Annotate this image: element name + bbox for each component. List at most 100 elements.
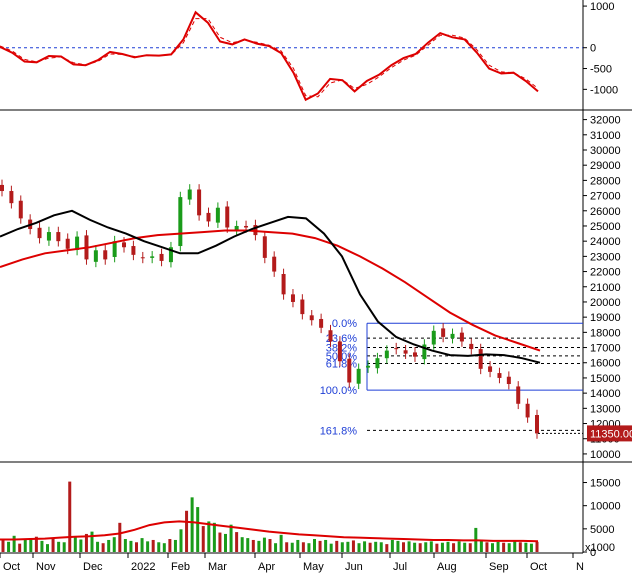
volume-bar — [218, 532, 222, 552]
volume-bar — [468, 543, 472, 552]
volume-bar — [162, 543, 166, 552]
volume-bar — [212, 522, 216, 552]
price-candle — [150, 256, 155, 258]
oscillator-line — [0, 10, 539, 102]
volume-bar — [129, 540, 133, 552]
volume-bar — [507, 543, 511, 552]
price-candle — [525, 403, 530, 418]
price-candle — [535, 415, 539, 434]
oscillator-y-tick-label: 0 — [590, 43, 596, 55]
price-panel: 0.0%23.6%38.2%50.0%61.8%100.0%161.8%3200… — [0, 115, 632, 461]
volume-bar — [73, 536, 77, 552]
price-y-tick-label: 19000 — [590, 312, 621, 324]
price-y-tick-label: 28000 — [590, 175, 621, 187]
price-candle — [206, 212, 211, 222]
volume-bar — [463, 542, 467, 552]
price-y-tick-label: 30000 — [590, 145, 621, 157]
oscillator-signal-line — [0, 18, 539, 98]
volume-bar — [268, 539, 272, 552]
volume-bar — [418, 543, 422, 552]
volume-bar — [23, 539, 27, 552]
volume-bar — [452, 543, 456, 552]
price-candle — [122, 242, 127, 248]
price-candle — [0, 184, 4, 192]
price-y-tick-label: 27000 — [590, 191, 621, 203]
price-candle — [506, 376, 511, 385]
volume-bar — [84, 533, 88, 552]
volume-bar — [457, 541, 461, 552]
price-y-tick-label: 31000 — [590, 130, 621, 142]
price-y-tick-label: 21000 — [590, 282, 621, 294]
x-tick-label: Sep — [489, 561, 509, 573]
volume-bar — [246, 538, 250, 552]
price-candle — [384, 350, 389, 359]
price-candle — [300, 299, 305, 315]
price-y-tick-label: 22000 — [590, 267, 621, 279]
volume-bar — [402, 542, 405, 552]
price-candle — [478, 349, 483, 369]
volume-bar — [140, 538, 144, 552]
volume-bar — [79, 539, 83, 552]
volume-bar — [335, 540, 339, 552]
price-y-tick-label: 18000 — [590, 327, 621, 339]
volume-bar — [390, 539, 394, 552]
volume-bar — [157, 542, 161, 552]
price-y-tick-label: 15000 — [590, 373, 621, 385]
price-candle — [244, 225, 249, 228]
volume-bar — [90, 531, 94, 552]
volume-bar — [1, 539, 5, 552]
volume-bar — [123, 539, 127, 552]
volume-bar — [518, 542, 522, 552]
volume-y-tick-label: 10000 — [590, 501, 621, 513]
price-candle — [347, 358, 352, 383]
fib-level-label: 161.8% — [320, 425, 358, 437]
last-price-label: 11350.00 — [590, 428, 632, 440]
volume-bar — [290, 542, 294, 552]
price-candle — [234, 225, 239, 230]
volume-y-tick-label: 0 — [590, 547, 596, 559]
price-candle — [225, 206, 230, 228]
price-y-tick-label: 20000 — [590, 297, 621, 309]
volume-bar — [12, 535, 16, 552]
volume-bar — [135, 542, 138, 552]
volume-bar — [168, 539, 172, 552]
volume-bar — [307, 543, 311, 552]
price-candle — [431, 330, 436, 345]
price-candle — [159, 253, 164, 261]
volume-bar — [107, 539, 111, 552]
price-y-tick-label: 17000 — [590, 343, 621, 355]
price-candle — [441, 328, 446, 337]
volume-bar — [146, 541, 150, 552]
price-candle — [290, 294, 295, 302]
price-candle — [140, 257, 145, 259]
price-candle — [65, 238, 70, 249]
volume-bar — [40, 540, 44, 552]
volume-bar — [491, 543, 494, 552]
fib-level-label: 23.6% — [326, 333, 357, 345]
price-candle — [178, 197, 183, 247]
volume-bar — [251, 539, 255, 552]
price-candle — [131, 246, 136, 255]
volume-y-tick-label: 15000 — [590, 478, 621, 490]
x-tick-label: Dec — [83, 561, 103, 573]
volume-bar — [374, 541, 378, 552]
price-candle — [56, 232, 61, 242]
x-tick-label: 2022 — [131, 561, 155, 573]
volume-bar — [229, 524, 233, 552]
oscillator-panel: 1000 0 -500 -1000 — [0, 1, 618, 102]
price-candle — [516, 386, 521, 404]
x-tick-label: Jun — [345, 561, 363, 573]
volume-bar — [185, 510, 189, 552]
price-y-tick-label: 24000 — [590, 236, 621, 248]
volume-bar — [485, 542, 489, 552]
volume-bar — [318, 540, 322, 552]
price-y-tick-label: 29000 — [590, 160, 621, 172]
volume-bar — [68, 481, 72, 552]
price-y-tick-label: 14000 — [590, 388, 621, 400]
volume-bar — [346, 541, 350, 552]
volume-bar — [96, 541, 100, 552]
price-candle — [37, 227, 42, 239]
price-candle — [103, 250, 108, 260]
